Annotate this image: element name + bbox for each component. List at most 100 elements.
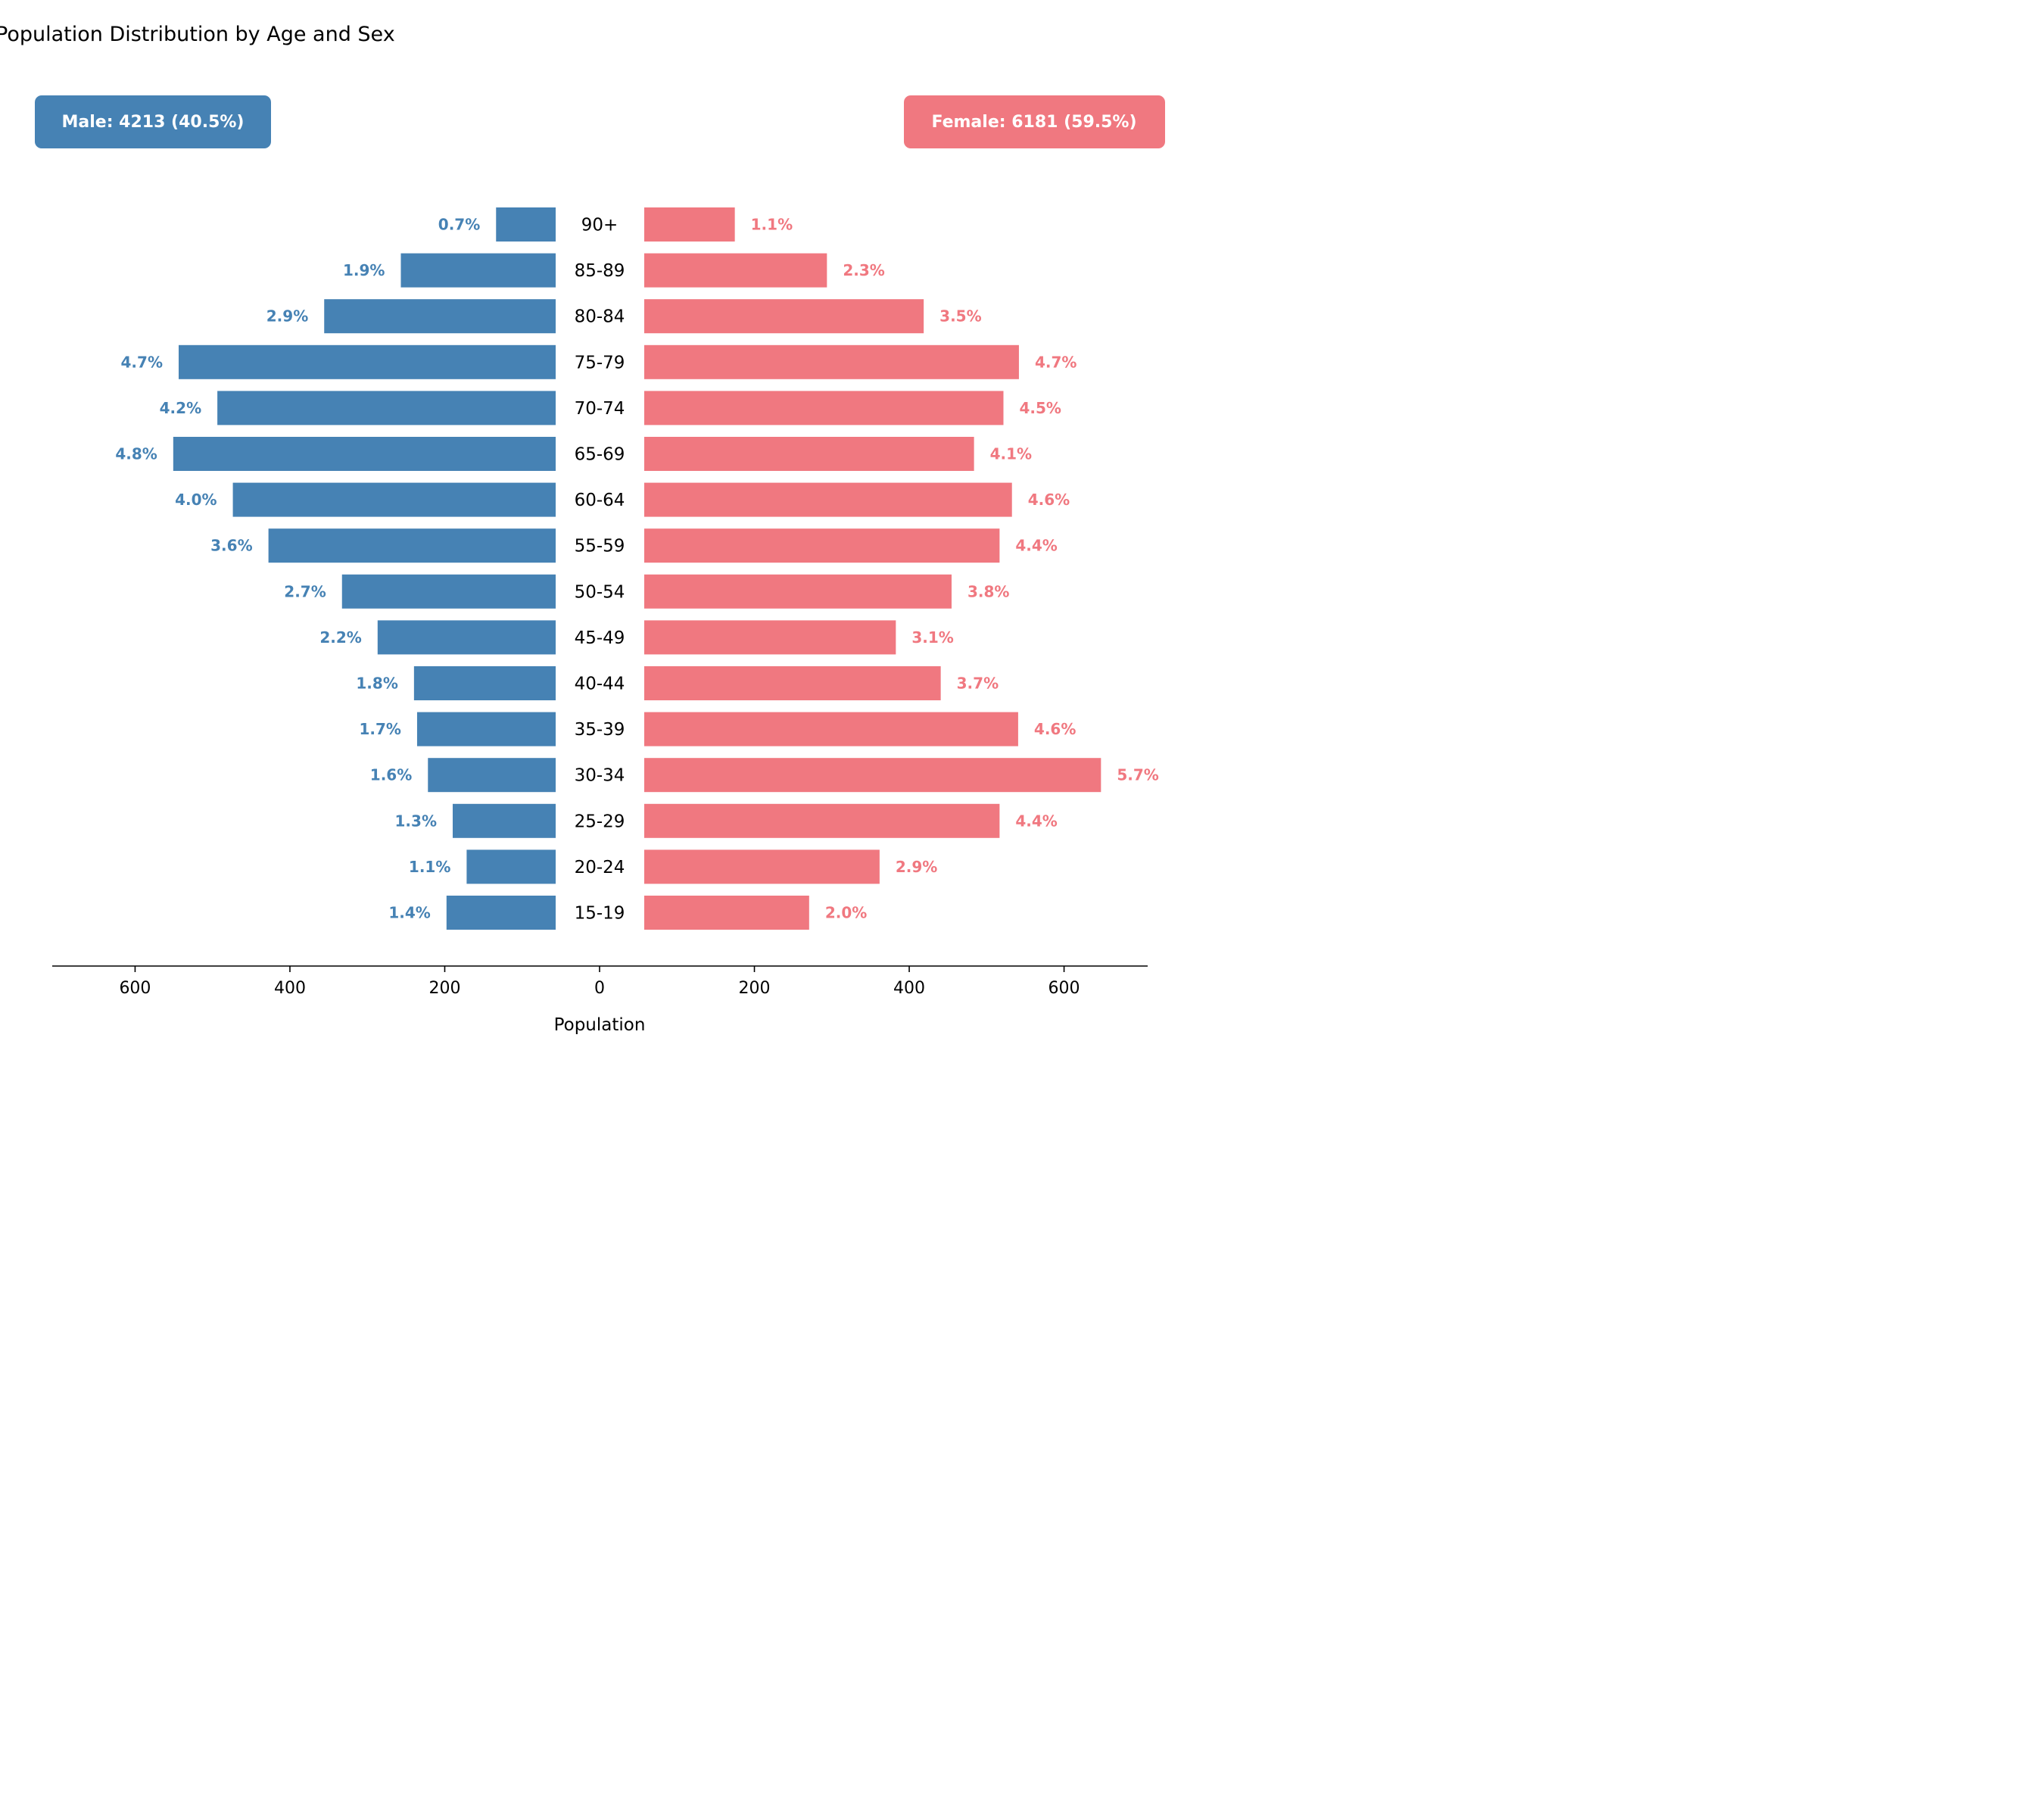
male-bar-70-74 xyxy=(217,391,556,425)
female-bar-45-49 xyxy=(644,620,896,655)
age-group-label: 30-34 xyxy=(575,766,625,786)
male-percentage-label: 1.3% xyxy=(395,812,437,830)
male-percentage-label: 1.9% xyxy=(343,261,385,279)
female-percentage-label: 2.0% xyxy=(825,904,867,922)
male-percentage-label: 2.2% xyxy=(319,628,361,647)
male-percentage-label: 1.7% xyxy=(359,720,400,738)
age-group-label: 80-84 xyxy=(575,307,625,327)
male-percentage-label: 1.4% xyxy=(388,904,430,922)
female-percentage-label: 4.5% xyxy=(1019,399,1061,417)
x-axis-label: Population xyxy=(554,1015,646,1035)
female-percentage-label: 3.1% xyxy=(911,628,953,647)
age-group-label: 40-44 xyxy=(575,675,625,694)
female-summary-label: Female: 6181 (59.5%) xyxy=(931,113,1136,132)
male-bar-80-84 xyxy=(324,299,556,334)
male-percentage-label: 4.7% xyxy=(121,353,163,371)
female-bar-80-84 xyxy=(644,299,924,334)
age-group-label: 50-54 xyxy=(575,582,625,602)
chart-title: Population Distribution by Age and Sex xyxy=(0,23,395,46)
age-group-label: 25-29 xyxy=(575,812,625,831)
age-group-label: 55-59 xyxy=(575,537,625,556)
age-group-label: 45-49 xyxy=(575,628,625,648)
male-bar-25-29 xyxy=(452,803,556,838)
x-tick-label: 200 xyxy=(428,979,460,998)
x-tick-label: 600 xyxy=(1048,979,1080,998)
female-percentage-label: 4.1% xyxy=(990,445,1032,463)
female-bar-55-59 xyxy=(644,528,1000,563)
female-bar-65-69 xyxy=(644,437,974,471)
female-percentage-label: 5.7% xyxy=(1117,766,1158,784)
male-bar-30-34 xyxy=(428,758,556,793)
female-percentage-label: 3.8% xyxy=(967,582,1009,600)
male-bar-20-24 xyxy=(466,849,556,884)
female-percentage-label: 4.4% xyxy=(1015,812,1057,830)
male-bar-90+ xyxy=(496,207,556,242)
population-pyramid-chart: Population Distribution by Age and Sex M… xyxy=(0,23,1165,1035)
male-percentage-label: 1.8% xyxy=(356,675,397,693)
age-group-label: 85-89 xyxy=(575,261,625,281)
female-bar-15-19 xyxy=(644,896,809,930)
x-tick-label: 200 xyxy=(739,979,771,998)
age-labels-layer: 90+ 85-89 80-84 75-79 70-74 65-69 60-64 55-59 50… xyxy=(575,216,625,924)
female-percentage-label: 4.6% xyxy=(1028,491,1070,509)
male-bar-50-54 xyxy=(341,574,556,609)
percentage-labels-layer: 0.7% 1.1% 1.9% 2.3% 2.9% 3.5% 4.7% 4.7% 4.2% 4.5%… xyxy=(115,216,1158,922)
male-bar-75-79 xyxy=(178,344,556,379)
female-percentage-label: 2.3% xyxy=(843,261,884,279)
female-bar-60-64 xyxy=(644,482,1012,517)
age-group-label: 20-24 xyxy=(575,858,625,877)
male-bar-60-64 xyxy=(232,482,556,517)
female-summary-box: Female: 6181 (59.5%) xyxy=(904,95,1165,148)
female-bar-75-79 xyxy=(644,344,1019,379)
female-percentage-label: 2.9% xyxy=(896,858,937,876)
x-axis-ticks: 600 400 200 0 200 400 600 xyxy=(119,966,1080,998)
female-percentage-label: 3.7% xyxy=(957,675,999,693)
female-bar-70-74 xyxy=(644,391,1004,425)
age-group-label: 90+ xyxy=(581,216,618,235)
male-percentage-label: 2.9% xyxy=(266,307,308,326)
age-group-label: 35-39 xyxy=(575,720,625,740)
female-percentage-label: 3.5% xyxy=(939,307,981,326)
male-percentage-label: 2.7% xyxy=(284,582,326,600)
female-percentage-label: 4.6% xyxy=(1034,720,1076,738)
female-bar-25-29 xyxy=(644,803,1000,838)
male-bar-15-19 xyxy=(446,896,556,930)
age-group-label: 75-79 xyxy=(575,353,625,372)
female-bar-85-89 xyxy=(644,253,827,288)
x-tick-label: 400 xyxy=(274,979,306,998)
female-bar-35-39 xyxy=(644,712,1018,746)
male-bar-40-44 xyxy=(413,666,556,700)
male-percentage-label: 4.2% xyxy=(160,399,201,417)
age-group-label: 70-74 xyxy=(575,399,625,419)
female-percentage-label: 4.4% xyxy=(1015,537,1057,555)
male-bar-45-49 xyxy=(377,620,556,655)
male-summary-background xyxy=(35,95,271,148)
x-tick-label: 0 xyxy=(594,979,605,998)
male-summary-label: Male: 4213 (40.5%) xyxy=(62,113,245,132)
x-tick-label: 600 xyxy=(119,979,151,998)
male-percentage-label: 3.6% xyxy=(210,537,252,555)
male-percentage-label: 0.7% xyxy=(438,216,480,234)
age-group-label: 60-64 xyxy=(575,491,625,510)
age-group-label: 15-19 xyxy=(575,904,625,924)
male-summary-box: Male: 4213 (40.5%) xyxy=(35,95,271,148)
female-percentage-label: 4.7% xyxy=(1035,353,1077,371)
male-percentage-label: 1.6% xyxy=(370,766,412,784)
male-percentage-label: 1.1% xyxy=(409,858,450,876)
age-group-label: 65-69 xyxy=(575,445,625,465)
female-bar-50-54 xyxy=(644,574,952,609)
female-bar-30-34 xyxy=(644,758,1101,793)
x-tick-label: 400 xyxy=(893,979,925,998)
female-bar-40-44 xyxy=(644,666,941,700)
bars-layer xyxy=(173,207,1101,930)
female-bar-20-24 xyxy=(644,849,880,884)
male-bar-55-59 xyxy=(268,528,556,563)
male-bar-35-39 xyxy=(416,712,556,746)
female-summary-background xyxy=(904,95,1165,148)
male-percentage-label: 4.0% xyxy=(175,491,217,509)
female-bar-90+ xyxy=(644,207,735,242)
male-percentage-label: 4.8% xyxy=(115,445,157,463)
male-bar-85-89 xyxy=(400,253,556,288)
female-percentage-label: 1.1% xyxy=(751,216,793,234)
male-bar-65-69 xyxy=(173,437,556,471)
